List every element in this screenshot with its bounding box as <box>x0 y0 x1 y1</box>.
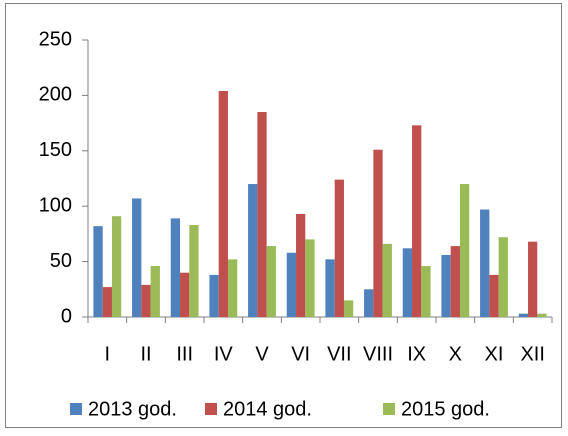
bar <box>364 289 374 317</box>
bar <box>132 198 142 317</box>
bar <box>450 246 460 317</box>
bar <box>266 246 276 317</box>
x-tick-label: X <box>449 343 462 365</box>
bar <box>334 179 344 317</box>
bar <box>102 287 112 317</box>
bar <box>189 225 199 317</box>
chart-border <box>5 3 562 428</box>
bar <box>537 313 547 317</box>
y-tick-label: 50 <box>50 250 72 272</box>
bar <box>489 274 499 317</box>
bar <box>498 237 508 317</box>
bar <box>218 90 228 317</box>
y-tick-label: 200 <box>39 84 72 106</box>
bar <box>441 254 451 317</box>
bar <box>518 313 529 317</box>
x-tick-label: III <box>176 343 193 365</box>
bar <box>141 284 151 317</box>
legend-label: 2013 god. <box>88 398 177 420</box>
legend-label: 2014 god. <box>223 398 312 420</box>
x-tick-label: VIII <box>363 343 393 365</box>
bar <box>286 252 297 317</box>
bar <box>111 216 122 317</box>
bar <box>421 266 431 317</box>
bar <box>150 266 160 317</box>
x-tick-label: IV <box>214 343 234 365</box>
x-tick-label: II <box>140 343 151 365</box>
x-tick-label: XI <box>485 343 504 365</box>
bar <box>305 239 315 317</box>
bar <box>248 184 258 317</box>
bar <box>93 226 103 317</box>
bar <box>209 274 219 317</box>
legend-label: 2015 god. <box>401 398 490 420</box>
y-tick-label: 150 <box>39 139 72 161</box>
y-tick-label: 0 <box>61 305 72 327</box>
y-tick-label: 250 <box>39 28 72 50</box>
bar <box>480 209 490 317</box>
bar <box>412 125 422 317</box>
bar <box>343 300 354 317</box>
bar <box>528 241 538 317</box>
bar <box>459 184 470 317</box>
bar <box>170 218 181 317</box>
legend-swatch <box>205 403 217 415</box>
bar <box>373 149 383 317</box>
x-tick-label: VII <box>327 343 351 365</box>
bar <box>325 259 335 317</box>
x-tick-label: IX <box>407 343 426 365</box>
x-tick-label: V <box>255 343 269 365</box>
x-tick-label: I <box>105 343 111 365</box>
bar <box>296 213 306 317</box>
x-tick-label: VI <box>291 343 310 365</box>
bar <box>257 112 267 318</box>
bar <box>382 243 392 317</box>
legend-swatch <box>70 403 82 415</box>
bar <box>227 259 238 317</box>
bar <box>180 272 190 317</box>
x-tick-label: XII <box>520 343 544 365</box>
legend-swatch <box>383 403 395 415</box>
bar <box>402 248 413 317</box>
y-tick-label: 100 <box>39 194 72 216</box>
